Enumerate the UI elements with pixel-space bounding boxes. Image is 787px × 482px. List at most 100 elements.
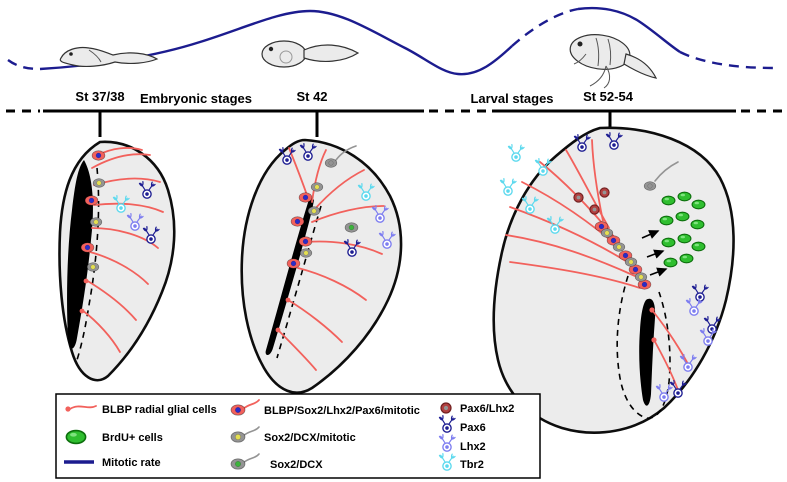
dcx-cell-process	[654, 161, 679, 182]
radial-fiber	[81, 309, 121, 353]
embryo-eye	[69, 52, 73, 56]
radial-fiber	[565, 149, 610, 229]
pax6-lhx2-cell-icon	[599, 187, 610, 198]
sox2-dcx-mitotic-cell-icon	[624, 257, 638, 267]
stage-label-st42: St 42	[296, 89, 327, 104]
migration-arrow	[646, 249, 665, 259]
legend-label: Pax6/Lhx2	[460, 403, 514, 415]
brdu-cell-icon	[675, 211, 690, 222]
legend-label: Mitotic rate	[102, 457, 161, 469]
blbp-sox2-lhx2-pax6-mitotic-cell-icon	[84, 195, 99, 206]
legend-label: BLBP/Sox2/Lhx2/Pax6/mitotic	[264, 405, 420, 417]
ventricle	[67, 160, 93, 349]
mitotic-rate-curve-peak2-solid	[577, 6, 681, 53]
froglet-tail	[623, 53, 658, 79]
froglet-stripes	[595, 37, 612, 67]
legend-label: Sox2/DCX	[270, 459, 323, 471]
ventricular-zone-dashed-line	[75, 167, 100, 364]
sox2-dcx-cell-icon	[230, 458, 246, 470]
blbp-sox2-lhx2-pax6-mitotic-cell-icon	[286, 258, 301, 269]
froglet-foreleg	[573, 53, 587, 65]
stage-label-st37-38: St 37/38	[75, 89, 124, 104]
tadpole-gut-coil	[279, 50, 293, 64]
brain-outline	[240, 138, 403, 394]
mitotic-rate-curve-rise-dashed	[511, 7, 579, 47]
embryo-tadpole-st37-illustration	[59, 46, 159, 68]
dcx-cell-process	[335, 145, 357, 161]
blbp-radial-glia-icon	[65, 406, 71, 412]
radial-fiber	[311, 149, 327, 203]
legend-label: Tbr2	[460, 459, 484, 471]
glia-soma	[649, 307, 655, 313]
larval-stages-label: Larval stages	[470, 91, 553, 106]
glia-soma	[83, 278, 89, 284]
radial-fiber	[509, 206, 630, 264]
embryo-body	[59, 46, 159, 68]
blbp-sox2-lhx2-pax6-mitotic-cell-icon	[80, 242, 95, 253]
radial-fiber	[277, 329, 317, 371]
sox2-dcx-mitotic-cell-icon	[307, 206, 321, 216]
sox2-dcx-cell-icon	[344, 222, 359, 233]
brain-section-st52-54	[492, 126, 735, 434]
radial-fiber	[288, 147, 309, 199]
legend-box	[55, 393, 541, 479]
blbp-sox2-lhx2-pax6-mitotic-cell-icon	[298, 236, 313, 247]
gray-cell-icon	[324, 158, 338, 168]
tadpole-st42-illustration	[261, 40, 360, 68]
radial-fiber	[505, 234, 636, 277]
embryonic-stages-label: Embryonic stages	[140, 91, 252, 106]
radial-fiber	[85, 279, 137, 321]
froglet-eye	[577, 41, 583, 47]
legend-label: Lhx2	[460, 441, 486, 453]
radial-fiber	[313, 169, 365, 211]
froglet-st52-illustration	[569, 34, 658, 89]
mitotic-rate-curve	[7, 6, 775, 76]
ventricular-zone-dashed-line	[616, 275, 671, 419]
radial-fiber	[287, 299, 343, 343]
brdu-cell-icon	[65, 429, 87, 445]
brdu-cell-icon	[663, 257, 678, 268]
pax6-lhx2-cell-icon	[573, 192, 584, 203]
migration-arrow	[641, 230, 660, 239]
tbr2-neuron-icon	[499, 177, 517, 196]
sox2-dcx-mitotic-cell-icon	[299, 248, 313, 258]
sox2-dcx-mitotic-cell-icon	[86, 262, 100, 272]
ventricle	[639, 298, 656, 406]
brain-section-st42	[240, 138, 403, 394]
radial-fiber	[91, 227, 159, 249]
glia-soma	[275, 327, 281, 333]
tbr2-neuron-icon	[507, 143, 525, 162]
sox2-dcx-mitotic-cell-icon	[310, 182, 324, 192]
brdu-cell-icon	[679, 253, 694, 264]
radial-fiber	[591, 139, 604, 222]
embryo-gill-line	[88, 49, 102, 63]
glia-soma	[651, 337, 657, 343]
sox2-dcx-mitotic-cell-icon	[612, 242, 626, 252]
pax6-lhx2-cell-icon	[440, 402, 452, 414]
legend-label: BrdU+ cells	[102, 432, 163, 444]
glia-soma	[285, 297, 291, 303]
tadpole-eye	[268, 46, 274, 52]
ventricular-zone-dashed-line	[276, 205, 322, 359]
froglet-body	[569, 34, 631, 70]
pax6-lhx2-cell-icon	[589, 204, 600, 215]
radial-fiber	[509, 261, 641, 289]
brdu-cell-icon	[661, 237, 676, 248]
legend-label: BLBP radial glial cells	[102, 404, 217, 416]
stage-label-st52-54: St 52-54	[583, 89, 634, 104]
brdu-cell-icon	[677, 233, 692, 244]
brdu-cell-icon	[690, 219, 705, 230]
sox2-dcx-mitotic-cell-icon	[89, 217, 103, 227]
sox2-dcx-mitotic-cell-icon	[92, 178, 106, 188]
brdu-cell-icon	[691, 199, 706, 210]
sox2-dcx-mitotic-cell-icon	[230, 431, 246, 443]
radial-fiber	[91, 153, 151, 169]
blbp-sox2-lhx2-pax6-mitotic-cell-icon	[230, 404, 246, 416]
ventricle	[265, 196, 314, 355]
sox2-dcx-mitotic-cell-icon	[600, 228, 614, 238]
blbp-sox2-lhx2-pax6-mitotic-cell-icon	[91, 150, 106, 161]
legend-label: Sox2/DCX/mitotic	[264, 432, 356, 444]
glia-soma	[79, 308, 85, 314]
mitotic-rate-curve-solid	[39, 9, 513, 76]
